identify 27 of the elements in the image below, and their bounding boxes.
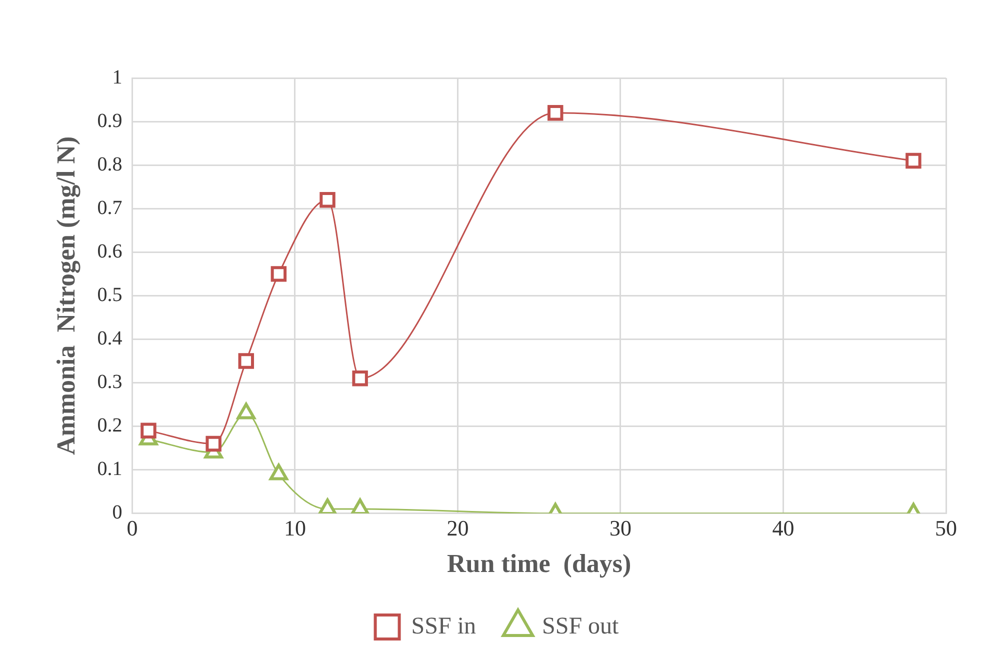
y-tick-label: 0.7 bbox=[97, 196, 122, 219]
point bbox=[906, 152, 922, 169]
x-tick-label: 10 bbox=[284, 515, 306, 540]
y-tick-label: 0.8 bbox=[97, 153, 122, 176]
y-tick-label: 0.3 bbox=[97, 371, 122, 394]
y-tick-label: 0.6 bbox=[97, 240, 122, 262]
x-axis-title: Run time (days) bbox=[447, 549, 632, 578]
x-tick-label: 20 bbox=[446, 515, 469, 540]
y-tick-label: 0.1 bbox=[97, 458, 122, 480]
y-tick-label: 0.2 bbox=[97, 414, 122, 437]
point bbox=[320, 192, 336, 208]
x-tick-label: 30 bbox=[609, 515, 632, 540]
y-tick-label: 0.9 bbox=[97, 110, 122, 132]
legend-label: SSF in bbox=[411, 613, 476, 640]
legend-label: SSF out bbox=[542, 613, 620, 640]
point bbox=[548, 104, 564, 121]
y-axis-title: Ammonia Nitrogen (mg/l N) bbox=[51, 136, 80, 456]
y-tick-label: 0.4 bbox=[97, 327, 122, 350]
point bbox=[318, 498, 337, 514]
point bbox=[350, 498, 370, 514]
y-tick-label: 0.5 bbox=[97, 284, 122, 306]
x-tick-label: 50 bbox=[935, 515, 957, 540]
x-tick-label: 40 bbox=[772, 515, 794, 540]
y-tick-label: 1 bbox=[112, 66, 122, 88]
point bbox=[270, 266, 287, 282]
point bbox=[269, 464, 288, 480]
point bbox=[236, 402, 256, 420]
